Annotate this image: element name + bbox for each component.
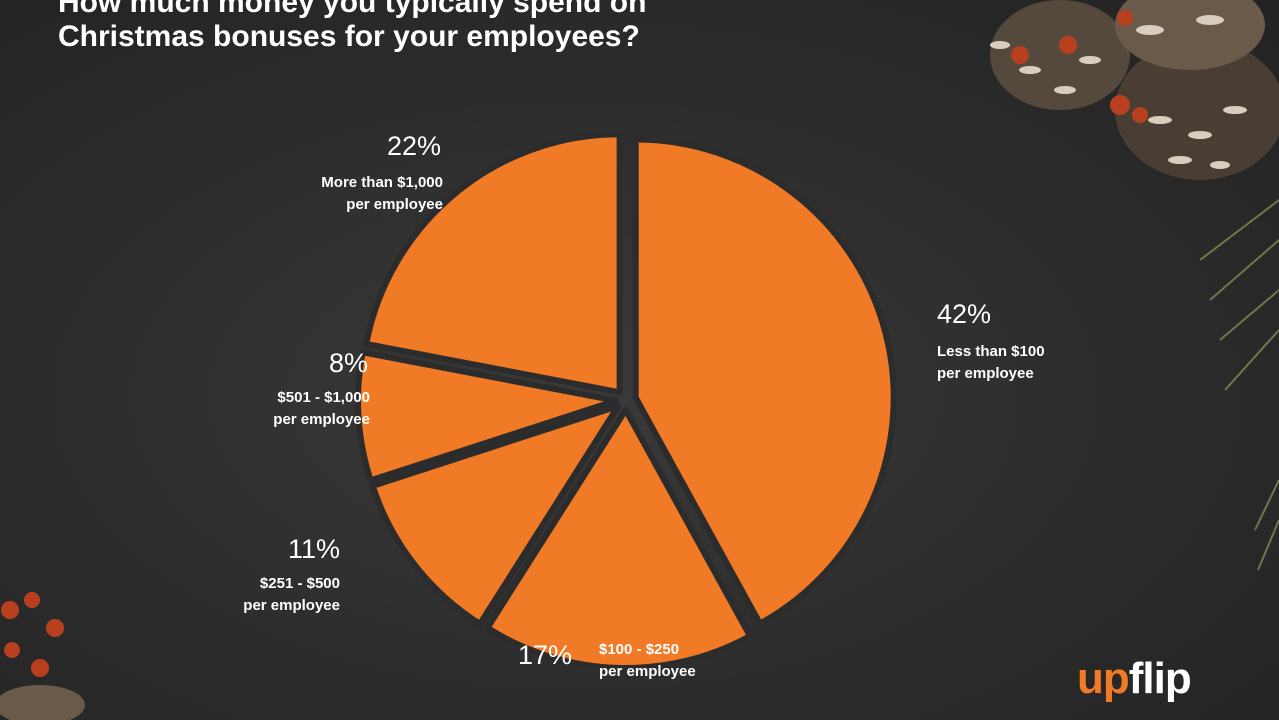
pie-slice-5 <box>363 131 623 396</box>
chart-title-line-1: How much money you typically spend on <box>58 0 647 19</box>
slice-description-2-line-1: $100 - $250 <box>599 641 679 658</box>
pie-slice-4 <box>355 349 620 484</box>
chart-title: How much money you typically spend on Ch… <box>58 0 958 54</box>
chart-title-line-2: Christmas bonuses for your employees? <box>58 20 640 53</box>
berries-top-right-icon <box>1011 10 1148 123</box>
slice-description-5-line-2: per employee <box>346 196 443 213</box>
pie-slice-2 <box>484 406 753 671</box>
slice-percent-label-1: 42% <box>937 299 991 329</box>
slice-percent-label-5: 22% <box>387 131 441 161</box>
slice-description-3-line-2: per employee <box>243 597 340 614</box>
slice-description-4-line-1: $501 - $1,000 <box>277 389 370 406</box>
brand-logo: upflip <box>1077 654 1192 703</box>
slice-description-5-line-1: More than $1,000 <box>321 174 443 191</box>
slice-percent-label-2: 17% <box>518 640 572 670</box>
slice-description-2-line-2: per employee <box>599 663 696 680</box>
slice-description-4-line-2: per employee <box>273 411 370 428</box>
pine-cone-top-right-icon <box>990 0 1279 180</box>
pie-slice-1 <box>632 136 897 627</box>
slice-percent-label-3: 11% <box>288 534 340 564</box>
slice-description-1-line-2: per employee <box>937 365 1034 382</box>
slice-description-3-line-1: $251 - $500 <box>260 575 340 592</box>
pie-slice-3 <box>369 403 622 627</box>
slice-description-1-line-1: Less than $100 <box>937 343 1045 360</box>
brand-logo-flip: flip <box>1128 654 1192 703</box>
pine-branch-right-icon <box>1199 199 1279 571</box>
slice-percent-label-4: 8% <box>329 348 368 378</box>
berries-bottom-left-icon <box>0 592 85 720</box>
brand-logo-up: up <box>1077 654 1130 703</box>
